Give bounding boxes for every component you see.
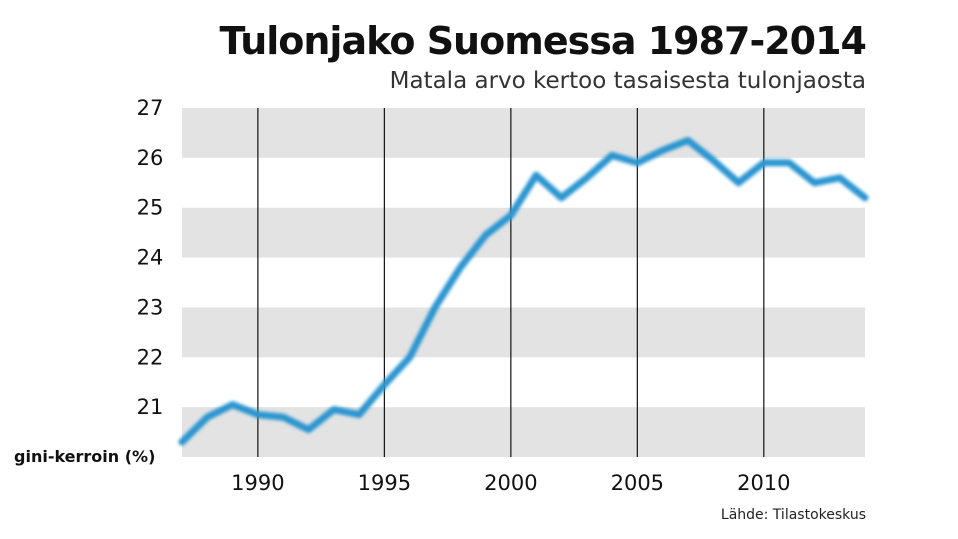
y-tick-label: 24: [137, 246, 164, 270]
x-tick-label: 1995: [358, 471, 411, 495]
source-note: Lähde: Tilastokeskus: [720, 507, 866, 523]
x-tick-label: 2010: [737, 471, 790, 495]
y-tick-label: 22: [137, 345, 164, 369]
series-group: [178, 136, 869, 446]
y-tick-label: 26: [137, 146, 164, 170]
grid-band: [182, 407, 865, 457]
chart-title: Tulonjako Suomessa 1987-2014: [219, 19, 867, 63]
y-axis-label: gini-kerroin (%): [14, 447, 155, 466]
x-tick-label: 2000: [484, 471, 537, 495]
y-tick-labels: 21 22 23 24 25 26 27: [137, 96, 164, 419]
y-tick-label: 23: [137, 295, 164, 319]
x-tick-label: 2005: [611, 471, 664, 495]
chart-subtitle: Matala arvo kertoo tasaisesta tulonjaost…: [389, 68, 866, 94]
series-line: [178, 136, 869, 446]
x-grid-lines: [257, 108, 765, 457]
y-tick-label: 25: [137, 196, 164, 220]
x-tick-label: 1990: [231, 471, 284, 495]
grid-band: [182, 108, 865, 158]
grid-band: [182, 307, 865, 358]
grid-band: [182, 207, 865, 258]
x-tick-labels: 1990 1995 2000 2005 2010: [231, 471, 790, 495]
y-tick-label: 27: [137, 96, 164, 120]
grid-bands: [182, 108, 865, 457]
y-tick-label: 21: [137, 395, 164, 419]
